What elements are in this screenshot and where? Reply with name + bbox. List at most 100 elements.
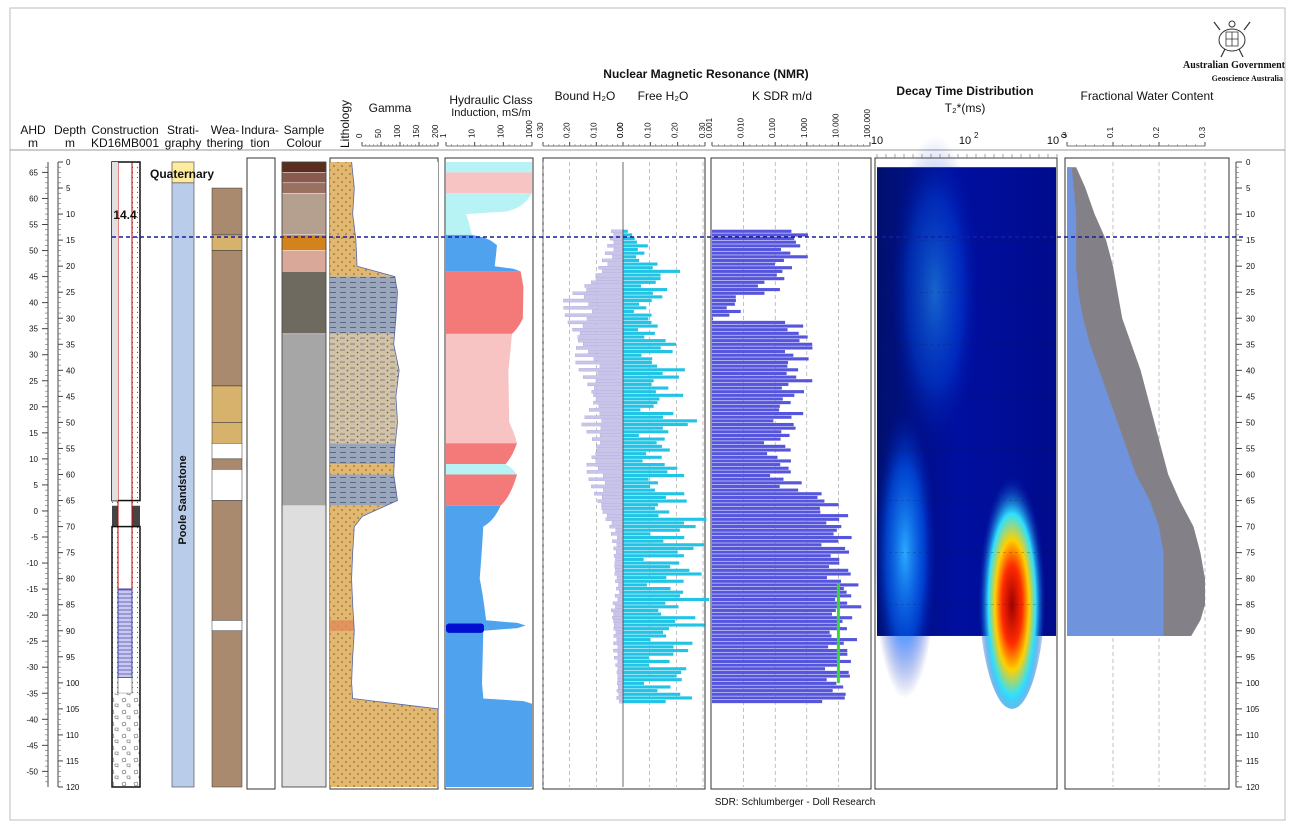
depth-tick-label: 30 <box>66 314 75 323</box>
free-water-bar <box>623 350 673 354</box>
bound-water-bar <box>567 320 624 325</box>
sample-colour-unit <box>281 193 327 236</box>
ahd-tick-label: -25 <box>26 637 38 646</box>
ksdr-bar <box>712 634 832 638</box>
weathering-header-2: thering <box>207 136 244 150</box>
free-water-bar <box>623 335 645 339</box>
gamma-scale-label: 150 <box>412 124 421 138</box>
ksdr-bar <box>712 262 775 266</box>
lithology-unit <box>330 464 438 475</box>
ksdr-bar <box>712 630 830 634</box>
ahd-tick-label: 55 <box>29 221 38 230</box>
free-water-bar <box>623 393 684 397</box>
ahd-tick-label: 30 <box>29 351 38 360</box>
induration-header-2: tion <box>250 136 269 150</box>
fwc-column <box>1067 162 1206 787</box>
depth-tick-label: 90 <box>66 627 75 636</box>
ksdr-bar <box>712 623 839 627</box>
free-water-bar <box>623 700 666 704</box>
ksdr-bar <box>712 240 797 244</box>
free-water-bar <box>623 444 662 448</box>
fwc-scale-label: 0.2 <box>1152 126 1161 138</box>
depth-tick-label: 115 <box>66 757 79 766</box>
ksdr-bar <box>712 379 813 383</box>
ksdr-bar <box>712 357 809 361</box>
induction-scale-label: 100 <box>496 124 505 138</box>
ksdr-bar <box>712 331 799 335</box>
ksdr-header: K SDR m/d <box>752 89 812 103</box>
bound-water-bar <box>591 484 624 489</box>
construction-lower-frame <box>111 525 141 788</box>
ksdr-bar <box>712 463 781 467</box>
free-water-bar <box>623 298 652 303</box>
free-water-bar <box>623 328 639 332</box>
depth-right-tick-label: 105 <box>1246 705 1260 714</box>
bound-water-bar <box>617 535 624 540</box>
weathering-column <box>211 187 243 788</box>
free-water-bar <box>623 266 653 270</box>
depth-right-tick-label: 85 <box>1246 601 1255 610</box>
depth-tick-label: 25 <box>66 288 75 297</box>
free-scale-label: 0.20 <box>671 122 680 138</box>
ksdr-bar <box>712 499 825 503</box>
ksdr-bar <box>712 652 848 656</box>
ksdr-bar <box>712 510 821 514</box>
bound-water-bar <box>594 386 624 390</box>
induction-scale-label: 1 <box>439 133 448 138</box>
ksdr-bar <box>712 674 850 678</box>
free-water-bar <box>623 448 670 452</box>
bound-water-bar <box>599 364 624 368</box>
outer-frame <box>9 7 1286 821</box>
bound-water-bar <box>615 557 624 562</box>
ksdr-scale-label: 0.001 <box>705 117 714 138</box>
free-water-bar <box>623 568 690 572</box>
bound-water-bar <box>599 433 624 438</box>
bound-water-bar <box>584 284 624 288</box>
ksdr-bar <box>712 448 791 452</box>
bound-water-bar <box>576 346 624 350</box>
free-water-bar <box>623 576 667 580</box>
fwc-scale-label: 0 <box>1060 133 1069 138</box>
depth-right-tick-label: 15 <box>1246 236 1255 245</box>
depth-right-tick-label: 60 <box>1246 471 1255 480</box>
free-water-bar <box>623 689 658 693</box>
bound-water-bar <box>613 240 624 244</box>
free-water-bar <box>623 247 638 252</box>
ksdr-bar <box>712 492 822 496</box>
bound-water-bar <box>583 295 624 299</box>
fwc-scale-label: 0.3 <box>1198 126 1207 138</box>
weathering-unit <box>211 458 243 470</box>
ksdr-bar <box>712 466 789 470</box>
weathering-unit <box>211 422 243 444</box>
ksdr-bar <box>712 291 765 295</box>
ksdr-bar <box>712 678 827 682</box>
fwc-scale-label: 0.1 <box>1106 126 1115 138</box>
induction-header: Induction, mS/m <box>451 107 530 119</box>
coat-of-arms-icon <box>1213 20 1251 58</box>
free-water-bar <box>623 696 692 700</box>
depth-right-tick-label: 5 <box>1246 184 1251 193</box>
ahd-tick-label: 40 <box>29 299 38 308</box>
depth-tick-label: 100 <box>66 679 80 688</box>
free-water-bar <box>623 320 652 324</box>
ksdr-bar <box>712 587 844 591</box>
bound-water-bar <box>617 659 624 664</box>
decay-cool-zone <box>873 406 937 699</box>
free-water-bar <box>623 339 666 343</box>
bound-water-bar <box>588 477 624 481</box>
bound-water-bar <box>591 455 624 459</box>
free-water-bar <box>623 630 664 634</box>
free-water-bar <box>623 397 660 401</box>
ahd-tick-label: 65 <box>29 168 38 177</box>
bound-water-bar <box>597 499 624 503</box>
induction-scale-label: 10 <box>468 129 477 138</box>
water-level-label: 14.4 <box>113 208 137 222</box>
bound-water-bar <box>617 681 624 686</box>
ksdr-bar <box>712 535 852 540</box>
free-scale-label: 0.30 <box>698 122 707 138</box>
bound-water-bar <box>578 368 624 372</box>
strat-label-quaternary: Quaternary <box>150 167 214 181</box>
ksdr-bar <box>712 608 836 612</box>
bound-water-bar <box>586 470 624 474</box>
depth-right-tick-label: 55 <box>1246 444 1255 453</box>
